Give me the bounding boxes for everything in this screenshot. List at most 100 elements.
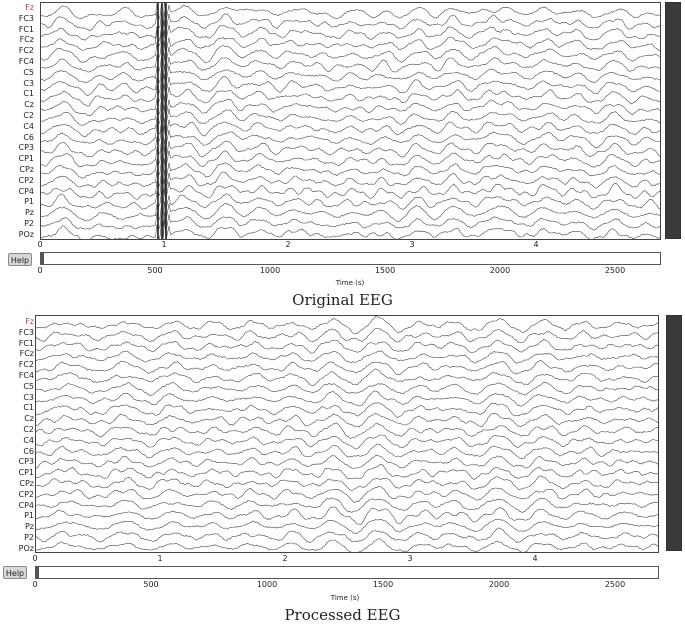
- eeg-trace: [40, 124, 661, 151]
- eeg-trace-plot: [35, 315, 659, 553]
- channel-labels: Fz FC3 FC1 FCz FC2 FC4 C5 C3 C1 Cz C2 C4 C6 CP3 CP1 CPz…: [0, 3, 38, 240]
- eeg-trace: [35, 443, 659, 459]
- samples-axis: 0 500 1000 1500 2000 2500: [32, 580, 659, 592]
- eeg-trace: [35, 506, 659, 526]
- samples-tick-label: 1000: [256, 580, 278, 589]
- channel-label: C1: [23, 403, 34, 413]
- eeg-trace: [35, 518, 659, 535]
- channel-label: CP2: [18, 175, 35, 185]
- plot-frame: [35, 315, 659, 553]
- eeg-trace: [35, 454, 659, 469]
- samples-tick-label: 0: [37, 266, 43, 275]
- eeg-trace: [35, 463, 659, 480]
- eeg-trace: [40, 63, 661, 91]
- channel-label: P2: [24, 219, 34, 228]
- eeg-trace: [35, 475, 659, 491]
- seconds-tick-label: 2: [285, 240, 291, 249]
- processed-eeg-panel: Fz FC3 FC1 FCz FC2 FC4 C5 C3 C1 Cz C2 C4 C6 CP3 CP1 CPz…: [0, 312, 685, 627]
- channel-label: Fz: [25, 3, 34, 12]
- channel-label: POz: [18, 229, 34, 239]
- channel-label: CP4: [18, 500, 35, 510]
- help-button[interactable]: Help: [3, 566, 27, 579]
- eeg-trace: [35, 538, 659, 553]
- channel-label: C2: [23, 111, 34, 120]
- original-eeg-panel: Fz FC3 FC1 FCz FC2 FC4 C5 C3 C1 Cz C2 C4 C6 CP3 CP1 CPz…: [0, 0, 685, 313]
- samples-tick-label: 500: [143, 580, 159, 589]
- channel-label: Cz: [24, 100, 34, 110]
- time-scrollbar[interactable]: [40, 252, 661, 265]
- eeg-trace: [35, 350, 659, 364]
- seconds-axis: 0 1 2 3 4: [32, 554, 659, 566]
- seconds-tick-label: 0: [32, 554, 38, 563]
- eeg-trace: [40, 29, 661, 57]
- channel-label: C1: [23, 89, 34, 99]
- channel-label: C4: [23, 121, 34, 131]
- eeg-trace: [35, 497, 659, 514]
- eeg-trace: [40, 136, 661, 165]
- eeg-trace: [40, 117, 661, 144]
- channel-label: P2: [24, 533, 34, 542]
- channel-label: FC4: [18, 371, 34, 380]
- samples-tick-label: 2500: [604, 580, 626, 589]
- channel-label: Cz: [24, 414, 34, 424]
- eeg-trace: [35, 412, 659, 428]
- samples-tick-label: 1500: [374, 266, 396, 275]
- help-button[interactable]: Help: [8, 253, 32, 266]
- eeg-trace: [35, 390, 659, 407]
- eeg-trace: [40, 146, 661, 172]
- channel-label: P1: [24, 197, 34, 207]
- panel-caption: Processed EEG: [284, 606, 401, 624]
- channel-label: C4: [23, 435, 34, 445]
- channel-label: CP4: [18, 186, 35, 196]
- channel-label: CPz: [19, 165, 34, 174]
- channel-label: C5: [23, 381, 34, 391]
- seconds-tick-label: 1: [157, 554, 163, 563]
- channel-label: FCz: [19, 349, 34, 359]
- eeg-trace: [40, 158, 661, 185]
- eeg-trace: [40, 178, 661, 205]
- eeg-trace: [40, 94, 661, 122]
- samples-tick-label: 1500: [372, 580, 394, 589]
- eeg-trace: [40, 52, 661, 80]
- channel-label: C2: [23, 425, 34, 434]
- eeg-trace: [40, 10, 661, 38]
- channel-label: C6: [23, 132, 34, 142]
- eeg-trace: [40, 200, 661, 228]
- seconds-tick-label: 0: [37, 240, 43, 249]
- channel-label: CP1: [18, 468, 35, 478]
- channel-label: Pz: [24, 208, 34, 218]
- channel-label: FC4: [18, 57, 34, 66]
- eeg-trace: [35, 422, 659, 439]
- eeg-trace: [35, 485, 659, 503]
- channel-label: C3: [23, 78, 34, 88]
- samples-tick-label: 0: [32, 580, 38, 589]
- samples-tick-label: 500: [147, 266, 163, 275]
- channel-label: FCz: [19, 35, 34, 45]
- eeg-trace-plot: [40, 2, 661, 240]
- eeg-trace: [35, 328, 659, 343]
- time-scrollbar[interactable]: [35, 566, 659, 579]
- time-scroll-thumb[interactable]: [36, 567, 39, 578]
- channel-label: FC1: [18, 24, 34, 34]
- seconds-tick-label: 4: [532, 554, 538, 563]
- vertical-scrollbar[interactable]: [665, 2, 681, 239]
- eeg-trace: [40, 218, 661, 240]
- time-scroll-thumb[interactable]: [41, 253, 44, 264]
- seconds-tick-label: 4: [533, 240, 539, 249]
- seconds-axis: 0 1 2 3 4: [37, 240, 661, 252]
- seconds-tick-label: 3: [407, 554, 413, 563]
- eeg-trace: [35, 338, 659, 354]
- channel-labels: Fz FC3 FC1 FCz FC2 FC4 C5 C3 C1 Cz C2 C4 C6 CP3 CP1 CPz…: [0, 317, 35, 554]
- eeg-trace: [40, 168, 661, 196]
- time-axis-label: Time (s): [335, 279, 365, 287]
- eeg-trace: [35, 368, 659, 387]
- channel-label: FC3: [18, 13, 34, 23]
- eeg-trace: [35, 402, 659, 418]
- eeg-trace: [35, 315, 659, 335]
- vertical-scrollbar[interactable]: [666, 315, 682, 551]
- panel-caption: Original EEG: [292, 291, 393, 309]
- channel-label: P1: [24, 511, 34, 521]
- eeg-trace: [40, 211, 661, 238]
- time-axis-label: Time (s): [330, 594, 360, 602]
- channel-label: FC2: [18, 360, 34, 370]
